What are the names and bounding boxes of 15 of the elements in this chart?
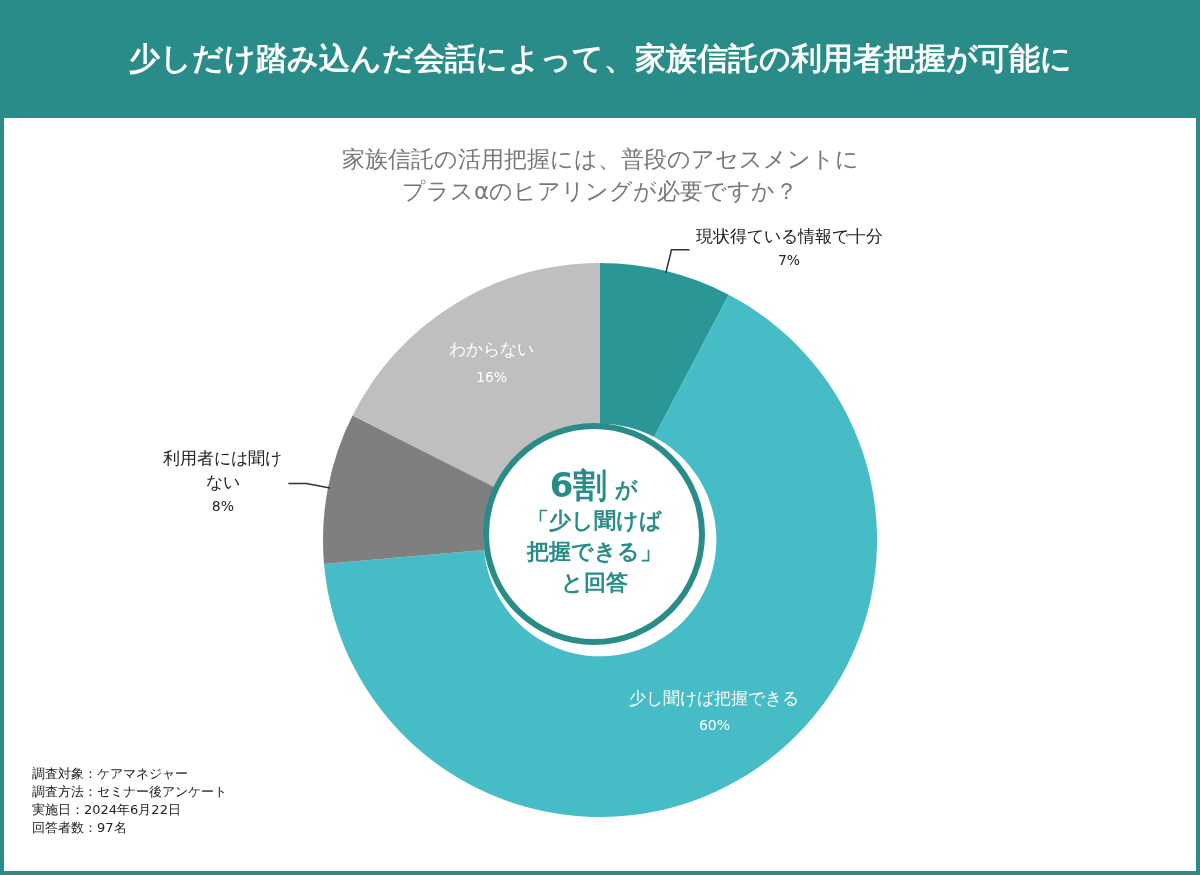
data-label: 60%	[698, 716, 731, 733]
text: 回答者数：97名	[32, 820, 127, 835]
slice-label: 現状得ている情報で十分	[695, 226, 883, 247]
data-label: 7%	[777, 252, 801, 269]
slice-label: 少し聞けば把握できる	[629, 687, 800, 708]
chart-title: 少しだけ踏み込んだ会話によって、家族信託の利用者把握が可能に	[0, 0, 1200, 118]
slice-label: 利用者には聞けない	[163, 447, 283, 492]
data-label: 8%	[211, 498, 234, 515]
text: 調査対象：ケアマネジャー	[32, 766, 188, 781]
chart-subtitle: 家族信託の活用把握には、普段のアセスメントにプラスαのヒアリングが必要ですか？	[340, 145, 860, 206]
text: 実施日：2024年6月22日	[32, 802, 181, 817]
slice-label: わからない	[449, 339, 535, 360]
data-label: 16%	[476, 368, 508, 385]
text: 調査方法：セミナー後アンケート	[32, 784, 227, 799]
text: 6割 が「少し聞けば把握できる」と回答	[525, 465, 663, 597]
